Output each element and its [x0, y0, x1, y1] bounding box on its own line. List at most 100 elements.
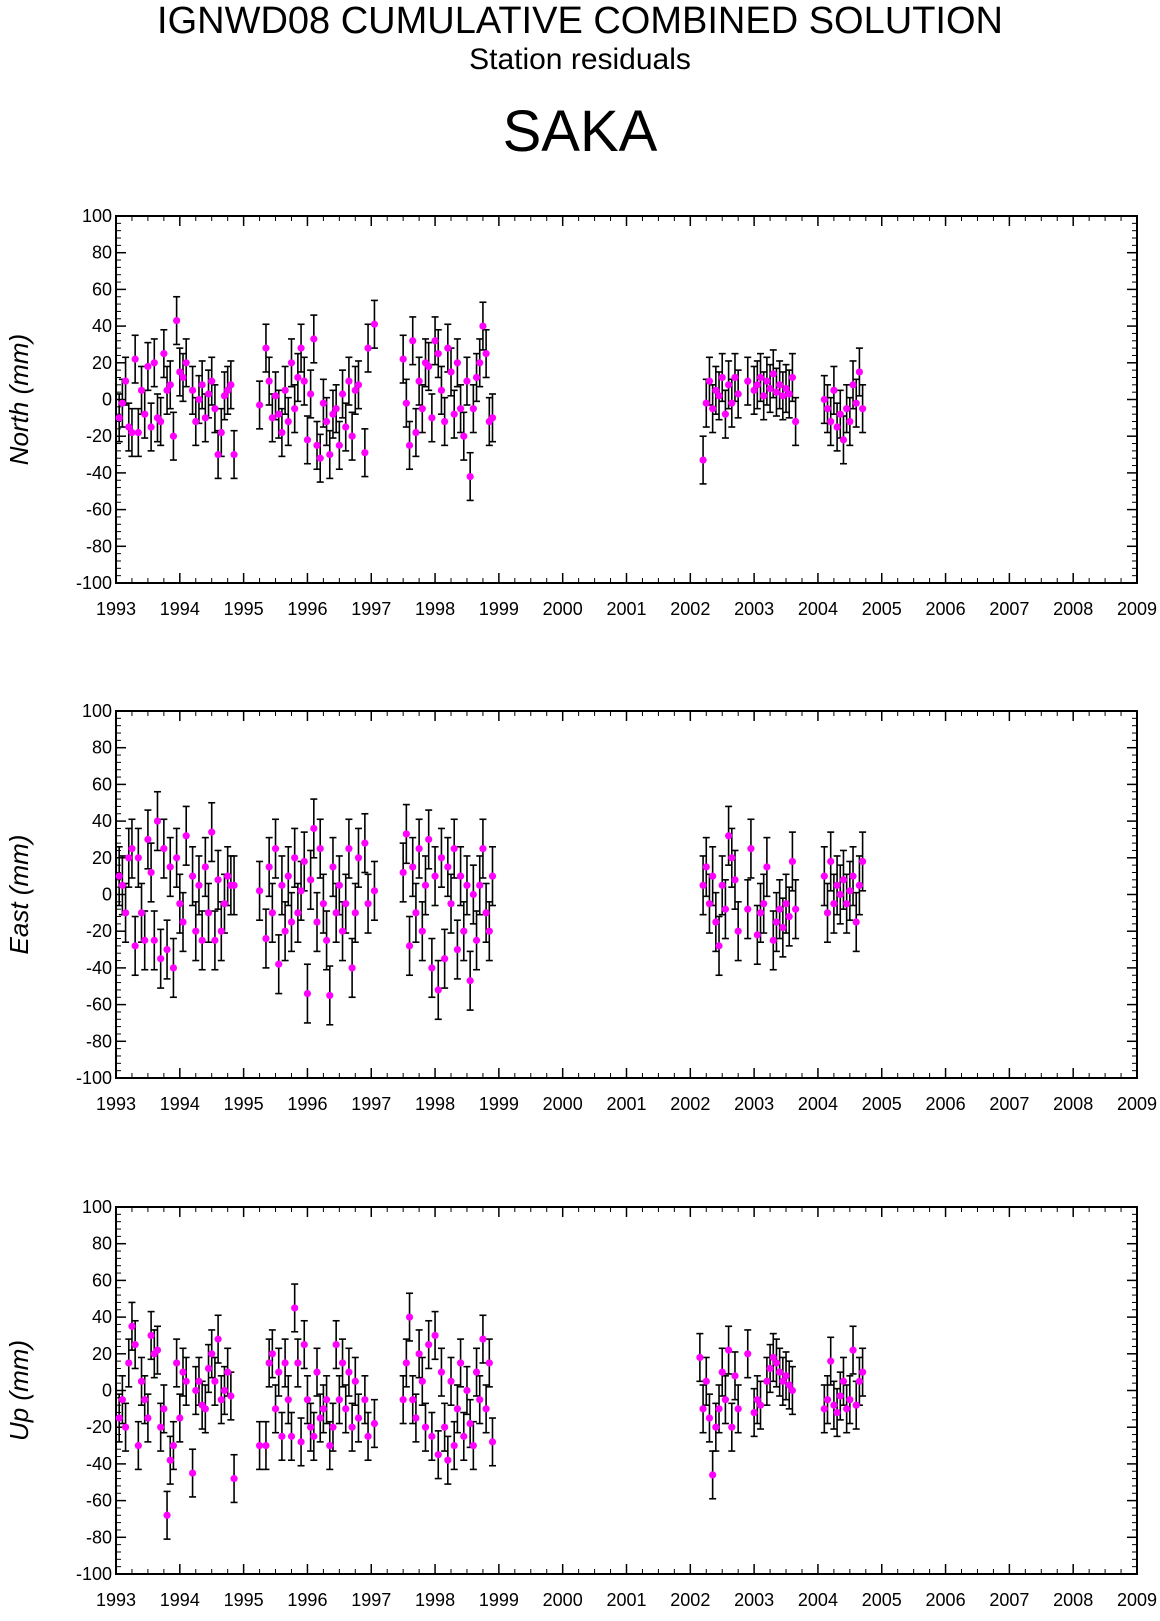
x-tick-label: 1997: [351, 1590, 391, 1610]
data-point: [131, 1341, 139, 1349]
data-point: [287, 1432, 296, 1440]
data-point: [434, 350, 442, 358]
data-point: [456, 1359, 465, 1367]
data-point: [699, 456, 707, 464]
data-point: [782, 1372, 790, 1380]
data-point: [823, 1396, 832, 1404]
data-point: [846, 887, 854, 895]
data-point: [198, 936, 206, 944]
data-point: [788, 857, 797, 866]
data-point: [348, 964, 356, 972]
data-point: [217, 1396, 225, 1404]
x-tick-label: 2000: [543, 599, 583, 619]
y-tick-label: 0: [102, 885, 112, 905]
data-point: [284, 1396, 292, 1404]
data-point: [354, 381, 363, 389]
data-point: [208, 828, 216, 836]
data-point: [364, 1432, 372, 1440]
data-point: [788, 373, 797, 382]
data-point: [342, 423, 350, 431]
data-point: [351, 909, 359, 917]
x-tick-label: 1994: [160, 599, 200, 619]
data-point: [313, 918, 321, 926]
data-point: [173, 854, 181, 862]
data-point: [696, 1353, 704, 1362]
data-point: [725, 381, 733, 389]
data-point: [125, 1359, 133, 1367]
data-point: [782, 384, 790, 393]
data-point: [300, 1341, 308, 1349]
data-point: [230, 881, 238, 889]
data-point: [399, 355, 407, 363]
data-point: [211, 405, 219, 413]
x-tick-label: 1998: [415, 1590, 455, 1610]
data-point: [265, 377, 273, 385]
data-point: [428, 964, 436, 972]
data-point: [128, 845, 136, 853]
data-point: [763, 1377, 771, 1385]
data-point: [744, 377, 752, 385]
data-point: [437, 386, 446, 394]
x-tick-label: 2000: [543, 1094, 583, 1114]
y-tick-label: -80: [86, 1031, 112, 1051]
data-point: [208, 1350, 216, 1358]
data-point: [760, 392, 768, 400]
data-point: [345, 377, 353, 385]
data-point: [472, 1368, 481, 1376]
data-point: [721, 905, 730, 913]
data-point: [198, 381, 206, 389]
data-point: [843, 1405, 851, 1413]
data-point: [782, 900, 790, 908]
y-tick-label: 0: [102, 390, 112, 410]
data-point: [182, 1377, 190, 1385]
y-tick-label: 40: [92, 811, 112, 831]
data-point: [412, 428, 420, 437]
data-point: [297, 887, 305, 895]
data-point: [294, 373, 302, 382]
data-point: [488, 1438, 497, 1446]
data-point: [702, 863, 710, 871]
data-point: [705, 1414, 714, 1422]
data-point: [769, 936, 777, 944]
data-point: [460, 432, 468, 440]
data-point: [756, 373, 765, 382]
data-point: [204, 909, 213, 917]
data-point: [431, 1331, 439, 1340]
data-point: [319, 399, 327, 407]
data-point: [176, 1414, 184, 1422]
data-point: [402, 1359, 410, 1367]
x-tick-label: 2009: [1117, 599, 1157, 619]
data-point: [281, 386, 289, 394]
data-point: [294, 1359, 302, 1367]
data-point: [820, 1405, 828, 1413]
data-point: [772, 388, 781, 396]
data-point: [268, 1350, 276, 1358]
data-point: [220, 900, 229, 908]
data-point: [294, 909, 302, 917]
data-point: [792, 905, 800, 913]
data-point: [310, 335, 318, 343]
data-point: [750, 1408, 758, 1417]
data-point: [779, 923, 787, 932]
data-point: [220, 1386, 229, 1395]
data-point: [287, 359, 296, 367]
data-point: [144, 835, 152, 844]
data-point: [287, 918, 296, 926]
data-point: [361, 1396, 369, 1404]
y-tick-label: -80: [86, 1527, 112, 1547]
data-point: [855, 881, 864, 889]
data-point: [718, 373, 726, 382]
data-point: [418, 927, 426, 935]
data-point: [201, 1405, 209, 1413]
data-point: [715, 392, 723, 400]
data-point: [345, 845, 353, 853]
data-point: [820, 872, 828, 880]
data-point: [271, 392, 280, 400]
data-point: [460, 927, 468, 935]
data-point: [415, 377, 423, 385]
data-point: [405, 441, 414, 449]
data-point: [846, 417, 854, 426]
data-point: [769, 370, 777, 378]
data-point: [134, 1441, 142, 1450]
data-point: [179, 918, 187, 926]
